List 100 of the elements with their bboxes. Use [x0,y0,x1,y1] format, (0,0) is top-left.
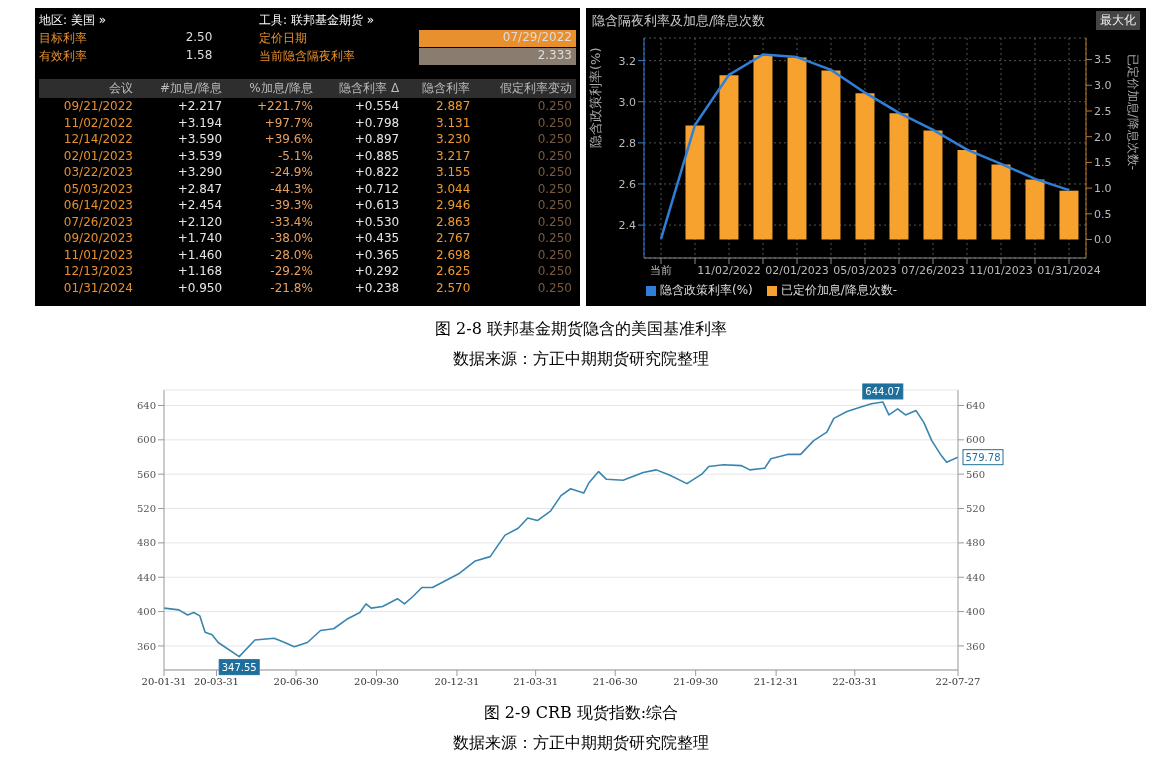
bar [889,113,909,240]
data-label: +3.290 [176,164,224,181]
data-label: 3.155 [435,164,472,181]
data-label: 0.250 [536,279,573,296]
x-tick-label: 22-07-27 [935,676,981,688]
data-label: +2.454 [176,197,224,214]
legend-label: 已定价加息/降息次数- [779,282,898,299]
data-label: +0.822 [353,164,401,181]
bar [923,130,943,240]
y2-tick-label: 520 [966,503,986,515]
bar [685,125,705,240]
data-label: 0.250 [536,131,573,148]
bar [957,150,977,240]
y-tick-label: 400 [136,606,156,618]
y-tick-label: 3.0 [618,95,636,109]
y-axis-title: 隐含政策利率(%) [587,47,603,148]
maximize-button: 最大化 [1096,11,1140,30]
data-label: -24.9% [269,164,314,181]
data-label: +221.7% [256,98,314,115]
data-label: 2.887 [435,98,472,115]
x-tick-label: 20-12-31 [434,676,480,688]
category-label: 05/03/2023 [62,180,134,197]
text: 目标利率 [39,30,88,47]
data-label: 3.131 [435,114,472,131]
y-tick-label: 2.6 [618,177,636,191]
data-label: 3.044 [435,180,472,197]
text: 假定利率变动 [474,79,576,98]
data-label: 2.698 [435,246,472,263]
category-label: 12/14/2022 [62,131,134,148]
data-label: 0.250 [536,230,573,247]
bar [855,93,875,240]
category-label: 12/13/2023 [62,263,134,280]
x-tick-label: 11/01/2023 [969,263,1033,277]
y-tick-label: 3.2 [618,54,636,68]
text: 隐含利率 [403,79,475,98]
data-label: +2.120 [176,213,224,230]
y-tick-label: 2.4 [618,219,636,233]
y2-tick-label: 400 [966,606,986,618]
annotation: 579.78 [965,452,1001,464]
bar [753,54,773,240]
y2-tick-label: 600 [966,434,986,446]
y2-tick-label: 2.5 [1094,104,1112,118]
category-label: 11/01/2023 [62,246,134,263]
data-label: 3.217 [435,147,472,164]
data-label: -39.3% [269,197,314,214]
data-label: +0.435 [353,230,401,247]
x-tick-label: 11/02/2022 [697,263,761,277]
x-tick-label: 07/26/2023 [901,263,965,277]
y-tick-label: 480 [136,537,156,549]
category-label: 11/02/2022 [62,114,134,131]
data-label: +3.194 [176,114,224,131]
y-tick-label: 2.8 [618,136,636,150]
data-label: +97.7% [263,114,314,131]
category-label: 03/22/2023 [62,164,134,181]
data-label: +0.365 [353,246,401,263]
data-label: -28.0% [269,246,314,263]
series-label: #加息/降息 [137,79,227,98]
data-label: -44.3% [269,180,314,197]
bar [719,75,739,240]
x-tick-label: 20-06-30 [273,676,319,688]
y2-tick-label: 360 [966,640,986,652]
y-tick-label: 640 [136,400,156,412]
data-label: +0.530 [353,213,401,230]
data-label: +0.798 [353,114,401,131]
y-tick-label: 560 [136,468,156,480]
bar [787,57,807,240]
caption: 图 2-9 CRB 现货指数:综合 [482,702,680,724]
source-note: 数据来源：方正中期期货研究院整理 [452,348,710,370]
caption: 图 2-8 联邦基金期货隐含的美国基准利率 [434,318,728,340]
source-note: 数据来源：方正中期期货研究院整理 [452,732,710,754]
data-label: 0.250 [536,180,573,197]
data-label: +0.885 [353,147,401,164]
data-label: 2.767 [435,230,472,247]
text: 1.58 [184,48,214,64]
data-label: 2.863 [435,213,472,230]
data-label: +0.554 [353,98,401,115]
data-label: 0.250 [536,98,573,115]
category-label: 02/01/2023 [62,147,134,164]
y-tick-label: 600 [136,434,156,446]
text: 定价日期 [259,30,308,47]
y2-tick-label: 480 [966,537,986,549]
y2-tick-label: 440 [966,571,986,583]
annotation: 644.07 [865,386,901,398]
data-label: 2.625 [435,263,472,280]
data-label: +1.168 [176,263,224,280]
data-label: 0.250 [536,263,573,280]
data-label: +0.950 [176,279,224,296]
x-tick-label: 01/31/2024 [1037,263,1101,277]
data-label: +39.6% [263,131,314,148]
text: 2.50 [184,30,214,46]
text: 会议 [39,79,138,98]
data-label: +1.740 [176,230,224,247]
category-label: 01/31/2024 [62,279,134,296]
data-label: +0.613 [353,197,401,214]
y2-tick-label: 3.5 [1094,53,1112,67]
bar [1025,179,1045,240]
y2-tick-label: 0.5 [1094,207,1112,221]
data-label: 0.250 [536,197,573,214]
data-label: 2.570 [435,279,472,296]
line-series [659,53,1071,241]
